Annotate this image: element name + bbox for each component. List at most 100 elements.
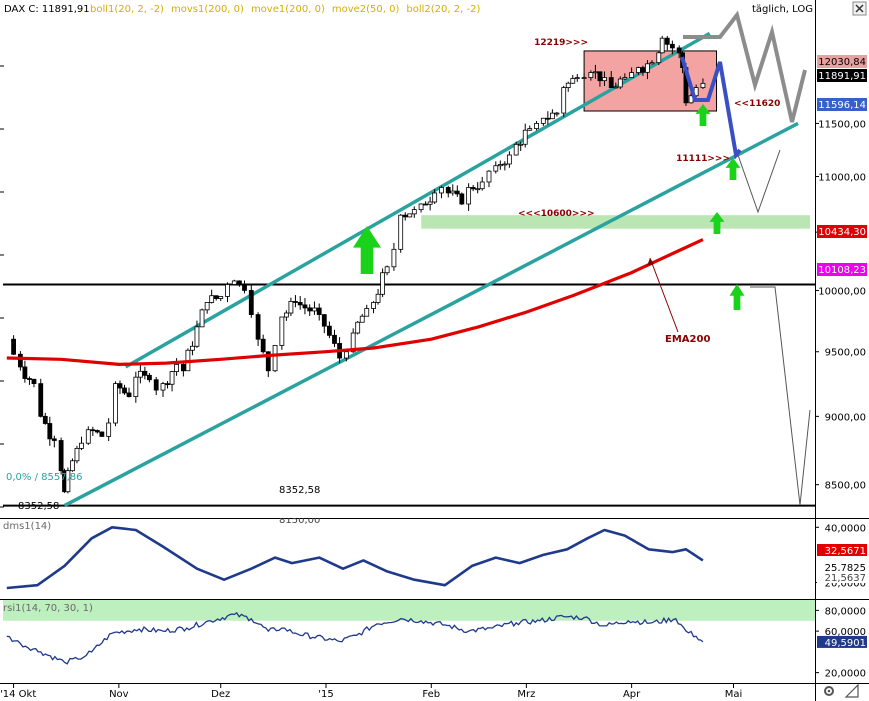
candle-down xyxy=(302,304,308,309)
candle-up xyxy=(518,143,524,146)
candle-down xyxy=(293,301,298,303)
channel-lower-line xyxy=(63,121,799,508)
candle-up xyxy=(106,422,112,437)
candle-up xyxy=(65,470,71,493)
indicator-movs1: movs1(200, 0) xyxy=(171,4,244,15)
rsi-title: rsi1(14, 70, 30, 1) xyxy=(3,603,93,614)
rsi-last-value-box xyxy=(817,635,867,648)
candle-up xyxy=(475,188,481,191)
candle-up xyxy=(581,77,587,79)
label-11111: 11111>>> xyxy=(676,154,730,164)
candle-up xyxy=(359,315,365,323)
rsi-tick-label: 20,0000 xyxy=(825,669,866,680)
label-12219: 12219>>> xyxy=(534,38,588,48)
candle-up xyxy=(649,62,655,65)
dms-last-value-label: 25,7825 xyxy=(825,563,866,574)
candle-down xyxy=(316,307,322,315)
last-value-label: 10434,30 xyxy=(818,227,866,238)
candle-up xyxy=(549,112,555,120)
ema200-pointer-line xyxy=(649,257,679,333)
candle-down xyxy=(142,370,148,376)
dms-last-value-box xyxy=(817,561,867,573)
candle-up xyxy=(540,117,546,124)
candle-up xyxy=(574,77,580,79)
candle-up xyxy=(190,345,195,351)
rsi-overbought-zone xyxy=(3,600,815,621)
channel-upper-line xyxy=(124,31,711,369)
candle-up xyxy=(418,203,424,210)
dms-tick-label: 40,0000 xyxy=(825,523,866,534)
candle-down xyxy=(99,431,105,437)
candle-up xyxy=(486,170,492,183)
candle-down xyxy=(332,334,337,344)
candle-down xyxy=(27,378,32,380)
y-axis-labels: 8500,009000,009500,0010000,0010500,00110… xyxy=(0,55,867,700)
candle-up xyxy=(602,77,607,82)
candle-down xyxy=(545,117,551,120)
candle-down xyxy=(180,363,186,372)
below-axis-label: 8150,00 xyxy=(279,515,320,526)
candle-down xyxy=(47,423,53,440)
candle-up xyxy=(288,301,294,314)
forecast-path-grey xyxy=(683,10,807,123)
arrow-icon[interactable] xyxy=(844,683,859,698)
candle-up xyxy=(439,187,444,194)
candle-up xyxy=(522,129,528,145)
candle-down xyxy=(326,325,332,336)
candle-up xyxy=(375,293,381,303)
candle-up xyxy=(561,87,567,114)
last-value-box xyxy=(817,98,867,111)
x-tick-label: '15 xyxy=(318,689,333,700)
candle-down xyxy=(117,383,123,389)
chart-title: DAX C: 11891,91 xyxy=(4,4,90,15)
candle-up xyxy=(199,309,205,328)
dms-title: dms1(14) xyxy=(3,521,51,532)
candle-up xyxy=(371,302,376,309)
rsi-tick-label: 80,0000 xyxy=(825,606,866,617)
candle-down xyxy=(321,314,327,327)
candle-down xyxy=(42,415,48,424)
last-value-box xyxy=(817,55,867,68)
y-tick-label: 10000,00 xyxy=(818,286,866,297)
candle-down xyxy=(38,383,44,417)
x-tick-label: '14 Okt xyxy=(0,689,36,700)
candle-up xyxy=(231,280,237,285)
fib-label: 0,0% / 8557,86 xyxy=(6,472,82,483)
candle-up xyxy=(432,192,438,203)
up-arrow xyxy=(695,104,711,126)
candle-down xyxy=(402,214,408,218)
forecast-thin-2 xyxy=(750,286,811,506)
last-value-box xyxy=(817,69,867,82)
candle-down xyxy=(669,43,675,49)
candle-up xyxy=(554,112,560,115)
x-tick-label: Apr xyxy=(623,689,641,700)
last-value-label: 11891,91 xyxy=(818,71,866,82)
ema200-label: EMA200 xyxy=(665,334,710,345)
candle-down xyxy=(94,430,100,433)
x-tick-label: Mrz xyxy=(517,689,535,700)
candle-up xyxy=(588,72,594,78)
rsi-line xyxy=(6,611,704,665)
candle-down xyxy=(459,193,465,205)
indicator-boll1: boll1(20, 2, -2) xyxy=(90,4,164,15)
candle-up xyxy=(355,321,361,334)
close-icon[interactable] xyxy=(852,1,867,16)
gear-icon[interactable] xyxy=(824,686,834,696)
candle-up xyxy=(85,429,91,444)
candle-down xyxy=(297,302,303,306)
candle-up xyxy=(113,383,118,424)
last-value-label: 10108,23 xyxy=(818,265,866,276)
candle-up xyxy=(79,442,84,449)
rsi-panel xyxy=(3,600,815,665)
candle-up xyxy=(272,345,278,372)
candle-up xyxy=(137,370,143,378)
candle-up xyxy=(283,312,289,318)
candle-up xyxy=(497,164,503,167)
candle-up xyxy=(174,363,179,373)
candle-down xyxy=(445,187,451,194)
candle-down xyxy=(676,47,682,54)
rsi-tick-label: 60,0000 xyxy=(825,627,866,638)
big-up-arrow xyxy=(353,226,381,274)
low-label-mid: 8352,58 xyxy=(279,485,320,496)
